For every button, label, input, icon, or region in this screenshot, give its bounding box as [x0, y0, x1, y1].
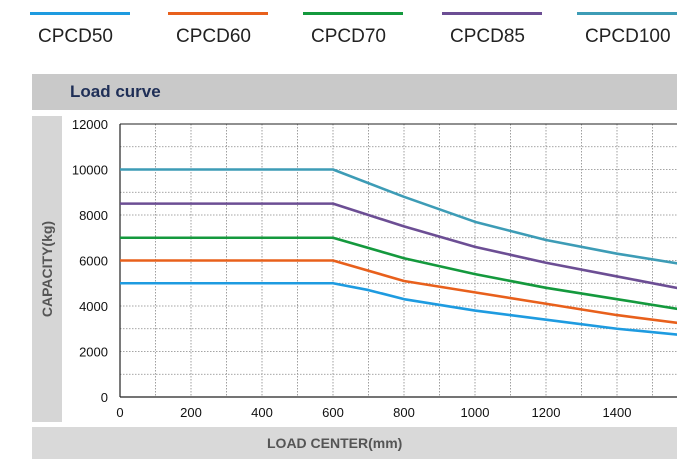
x-axis-label-bar: LOAD CENTER(mm)	[32, 427, 677, 459]
chart-title: Load curve	[70, 82, 161, 101]
chart-title-bar: Load curve	[32, 74, 677, 110]
y-axis-label-strip: CAPACITY(kg)	[32, 116, 62, 422]
legend-swatch-cpcd50	[30, 12, 130, 15]
legend-item-cpcd100: CPCD100	[577, 0, 677, 56]
x-tick-label: 800	[393, 405, 415, 420]
y-tick-label: 10000	[72, 163, 108, 178]
series-line-cpcd70	[120, 236, 677, 311]
x-tick-label: 0	[116, 405, 123, 420]
series-line-cpcd100	[120, 168, 677, 265]
y-tick-label: 2000	[79, 345, 108, 360]
legend-label-cpcd50: CPCD50	[38, 26, 113, 47]
y-tick-label: 0	[101, 390, 108, 405]
x-tick-label: 1200	[532, 405, 561, 420]
legend-swatch-cpcd70	[303, 12, 403, 15]
y-tick-label: 4000	[79, 299, 108, 314]
legend-label-cpcd85: CPCD85	[450, 26, 525, 47]
x-tick-label: 1400	[603, 405, 632, 420]
legend-swatch-cpcd60	[168, 12, 268, 15]
x-tick-label: 200	[180, 405, 202, 420]
x-tick-label: 400	[251, 405, 273, 420]
y-tick-label: 8000	[79, 208, 108, 223]
x-axis-label: LOAD CENTER(mm)	[267, 435, 403, 451]
legend-swatch-cpcd85	[442, 12, 542, 15]
series-line-cpcd60	[120, 259, 677, 325]
legend-label-cpcd70: CPCD70	[311, 26, 386, 47]
x-tick-label: 1000	[461, 405, 490, 420]
legend-swatch-cpcd100	[577, 12, 677, 15]
series-line-cpcd50	[120, 281, 677, 336]
legend-label-cpcd100: CPCD100	[585, 26, 671, 47]
x-tick-label: 600	[322, 405, 344, 420]
chart-legend: CPCD50 CPCD60 CPCD70 CPCD85 CPCD100	[0, 0, 677, 56]
series-line-cpcd85	[120, 202, 677, 290]
y-tick-label: 12000	[72, 117, 108, 132]
y-tick-label: 6000	[79, 254, 108, 269]
legend-label-cpcd60: CPCD60	[176, 26, 251, 47]
